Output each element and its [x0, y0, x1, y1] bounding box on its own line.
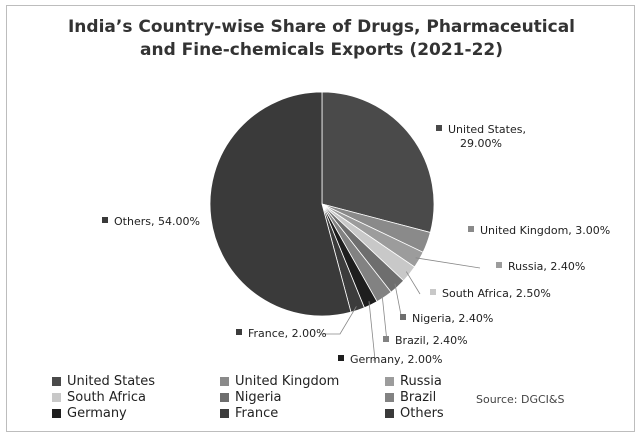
legend-item-germany: Germany [52, 406, 220, 421]
legend-label-france: France [235, 406, 279, 421]
legend-swatch-nigeria [220, 393, 229, 402]
pie-slice-united-states [321, 91, 435, 233]
leader-line-russia [415, 257, 481, 269]
legend-label-nigeria: Nigeria [235, 390, 282, 405]
chart-title: India’s Country-wise Share of Drugs, Pha… [0, 16, 643, 62]
data-label-united-states-1: United States, [448, 123, 526, 136]
leader-line-south-africa [405, 271, 421, 295]
data-label-united-kingdom: United Kingdom, 3.00% [480, 224, 610, 237]
legend-label-others: Others [400, 406, 444, 421]
pie-slice-others [209, 91, 352, 317]
legend-label-germany: Germany [67, 406, 127, 421]
legend-swatch-others [385, 409, 394, 418]
data-label-russia: Russia, 2.40% [508, 260, 585, 273]
legend-item-united-states: United States [52, 374, 220, 389]
label-marker-united-kingdom [468, 226, 474, 232]
data-label-germany: Germany, 2.00% [350, 353, 443, 366]
leader-line-germany [368, 301, 376, 361]
legend-item-russia: Russia [385, 374, 475, 389]
label-marker-brazil [383, 336, 389, 342]
data-label-south-africa: South Africa, 2.50% [442, 287, 551, 300]
label-marker-nigeria [400, 314, 406, 320]
legend-label-russia: Russia [400, 374, 442, 389]
legend-swatch-south-africa [52, 393, 61, 402]
label-marker-others [102, 217, 108, 223]
label-marker-south-africa [430, 289, 436, 295]
chart-title-line-2: and Fine-chemicals Exports (2021-22) [140, 40, 503, 60]
chart-title-line-1: India’s Country-wise Share of Drugs, Pha… [67, 17, 576, 37]
label-marker-france [236, 329, 242, 335]
label-marker-russia [496, 262, 502, 268]
legend-swatch-united-states [52, 377, 61, 386]
leader-line-france [320, 306, 357, 335]
legend-swatch-france [220, 409, 229, 418]
legend: United States United Kingdom Russia South A… [52, 374, 472, 421]
legend-swatch-russia [385, 377, 394, 386]
legend-item-united-kingdom: United Kingdom [220, 374, 385, 389]
leader-line-nigeria [394, 283, 403, 321]
data-label-france: France, 2.00% [248, 327, 327, 340]
legend-swatch-brazil [385, 393, 394, 402]
legend-swatch-germany [52, 409, 61, 418]
legend-item-south-africa: South Africa [52, 390, 220, 405]
legend-swatch-united-kingdom [220, 377, 229, 386]
data-label-united-states-2: 29.00% [460, 137, 502, 150]
source-note: Source: DGCI&S [476, 393, 565, 406]
legend-item-nigeria: Nigeria [220, 390, 385, 405]
legend-item-others: Others [385, 406, 475, 421]
legend-label-brazil: Brazil [400, 390, 437, 405]
legend-label-south-africa: South Africa [67, 390, 146, 405]
label-marker-united-states [436, 125, 442, 131]
data-label-nigeria: Nigeria, 2.40% [412, 312, 493, 325]
data-label-others: Others, 54.00% [114, 215, 200, 228]
label-marker-germany [338, 355, 344, 361]
legend-item-brazil: Brazil [385, 390, 475, 405]
legend-label-united-kingdom: United Kingdom [235, 374, 340, 389]
legend-item-france: France [220, 406, 385, 421]
legend-label-united-states: United States [67, 374, 156, 389]
data-label-brazil: Brazil, 2.40% [395, 334, 468, 347]
leader-line-brazil [381, 293, 388, 343]
